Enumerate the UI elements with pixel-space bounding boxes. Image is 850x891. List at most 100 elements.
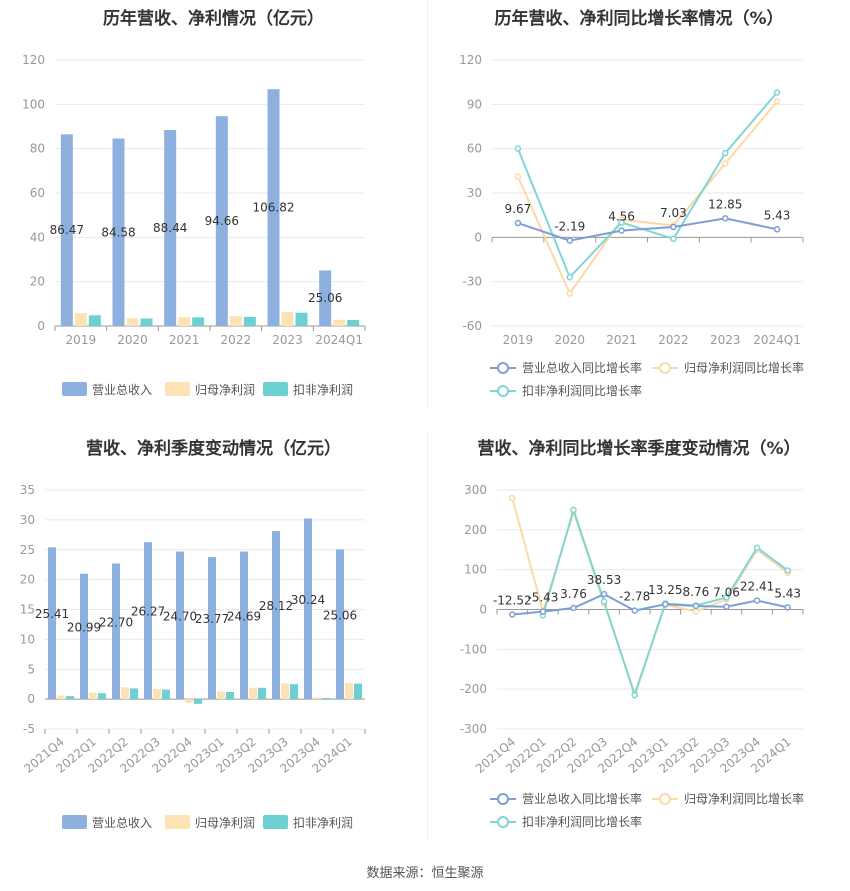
x-tick-label: 2020 bbox=[554, 333, 585, 347]
data-point bbox=[670, 223, 677, 231]
data-point bbox=[722, 160, 729, 167]
data-label: 38.53 bbox=[587, 573, 621, 587]
x-tick-label: 2023 bbox=[710, 333, 741, 347]
y-tick-label: 200 bbox=[464, 523, 487, 537]
data-label: 5.43 bbox=[774, 586, 801, 600]
legend-marker bbox=[659, 362, 671, 374]
y-tick-label: 0 bbox=[37, 319, 45, 333]
series-line-deducted bbox=[516, 91, 778, 280]
bar-deducted bbox=[140, 318, 153, 326]
data-label: 88.44 bbox=[153, 221, 187, 235]
legend-swatch bbox=[165, 815, 190, 829]
data-label: 20.99 bbox=[67, 620, 101, 634]
x-tick-label: 2023 bbox=[272, 333, 303, 347]
series-line-netprofit bbox=[517, 100, 778, 296]
bar-netprofit bbox=[217, 691, 225, 700]
y-tick-label: -100 bbox=[460, 642, 487, 656]
bar-deducted bbox=[258, 687, 266, 700]
data-label: 22.70 bbox=[99, 615, 133, 629]
data-point bbox=[692, 602, 700, 610]
y-tick-label: 60 bbox=[467, 142, 482, 156]
bar-revenue bbox=[112, 563, 120, 700]
quarterly-bar-chart: -5 0 5 10 15 20 25 30 35 25.4120.9922.7026.2724.7… bbox=[20, 483, 366, 830]
data-point bbox=[514, 219, 522, 227]
bar-deducted bbox=[243, 316, 256, 326]
y-tick-label: 5 bbox=[27, 662, 35, 676]
data-point bbox=[784, 567, 791, 574]
bar-deducted bbox=[322, 697, 330, 700]
bar-netprofit bbox=[229, 316, 242, 326]
y-tick-label: -5 bbox=[23, 722, 35, 736]
bar-revenue bbox=[48, 547, 56, 700]
chart-title: 营收、净利季度变动情况（亿元） bbox=[86, 439, 341, 459]
bar-deducted bbox=[98, 693, 106, 700]
y-tick-label: 20 bbox=[30, 275, 45, 289]
data-point bbox=[509, 611, 516, 618]
legend-label: 营业总收入同比增长率 bbox=[522, 791, 642, 806]
data-label: 26.27 bbox=[131, 605, 165, 619]
bar-netprofit bbox=[281, 312, 294, 326]
y-tick-label: 90 bbox=[467, 97, 482, 111]
data-point bbox=[773, 89, 781, 96]
y-tick-label: -60 bbox=[462, 319, 482, 333]
annual-growth-panel: 历年营收、净利同比增长率情况（%） -60 -30 0 30 60 90 120 9.67 -2… bbox=[428, 0, 850, 410]
bar-netprofit bbox=[281, 683, 289, 700]
legend-label: 归母净利润同比增长率 bbox=[684, 791, 804, 806]
data-point bbox=[566, 290, 573, 297]
data-point bbox=[618, 227, 625, 234]
data-label: 5.43 bbox=[764, 208, 791, 222]
y-tick-label: 60 bbox=[30, 186, 45, 200]
data-point bbox=[600, 590, 608, 598]
y-tick-label: 100 bbox=[464, 563, 487, 577]
bar-deducted bbox=[88, 315, 101, 326]
bar-netprofit bbox=[121, 687, 129, 700]
data-point bbox=[753, 597, 761, 604]
legend-marker bbox=[659, 793, 671, 805]
annual-bar-chart: 0 20 40 60 80 100 120 86.47 84.58 88.44 94.66 106.8… bbox=[22, 53, 366, 397]
legend-label: 扣非净利润 bbox=[293, 383, 353, 397]
data-label: 25.41 bbox=[35, 607, 69, 621]
bar-netprofit bbox=[185, 699, 193, 703]
data-label: 24.69 bbox=[227, 609, 261, 623]
data-label: 22.41 bbox=[740, 580, 774, 594]
legend-marker bbox=[497, 385, 509, 397]
bar-deducted bbox=[194, 699, 202, 704]
y-tick-label: 30 bbox=[20, 513, 35, 527]
bar-revenue bbox=[272, 531, 280, 700]
data-label: 25.06 bbox=[308, 291, 342, 305]
y-tick-label: 0 bbox=[474, 230, 482, 244]
legend-marker bbox=[497, 793, 509, 805]
annual-growth-line-chart: -60 -30 0 30 60 90 120 9.67 -2.19 4.56 7.03 12.85 5.… bbox=[459, 53, 804, 398]
data-label: 106.82 bbox=[253, 201, 295, 215]
chart-title: 历年营收、净利同比增长率情况（%） bbox=[494, 9, 784, 29]
bar-netprofit bbox=[345, 682, 353, 700]
data-point bbox=[692, 608, 700, 615]
data-label: 84.58 bbox=[101, 225, 135, 239]
x-tick-label: 2019 bbox=[66, 333, 97, 347]
bar-deducted bbox=[66, 696, 74, 700]
bar-deducted bbox=[290, 684, 298, 700]
chart-title: 营收、净利同比增长率季度变动情况（%） bbox=[477, 439, 801, 459]
bar-netprofit bbox=[249, 687, 257, 700]
y-tick-label: 15 bbox=[20, 603, 35, 617]
quarterly-growth-panel: 营收、净利同比增长率季度变动情况（%） -300 -200 -100 0 100 200 3… bbox=[428, 430, 850, 850]
bar-deducted bbox=[295, 312, 308, 326]
data-label: 7.06 bbox=[713, 586, 740, 600]
data-point bbox=[514, 145, 522, 152]
bar-deducted bbox=[226, 691, 234, 700]
data-label: 23.77 bbox=[195, 612, 229, 626]
y-tick-label: 0 bbox=[27, 692, 35, 706]
data-point bbox=[662, 600, 669, 608]
bar-netprofit bbox=[313, 697, 321, 700]
bar-deducted bbox=[354, 683, 362, 700]
x-tick-label: 2021 bbox=[169, 333, 200, 347]
legend-marker bbox=[497, 362, 509, 374]
data-point bbox=[539, 608, 547, 615]
chart-title: 历年营收、净利情况（亿元） bbox=[103, 9, 324, 29]
legend-label: 营业总收入同比增长率 bbox=[522, 360, 642, 375]
x-tick-label: 2021 bbox=[606, 333, 637, 347]
data-label: 86.47 bbox=[50, 223, 84, 237]
data-point bbox=[600, 598, 608, 605]
data-point bbox=[670, 235, 677, 243]
data-point bbox=[509, 494, 516, 502]
